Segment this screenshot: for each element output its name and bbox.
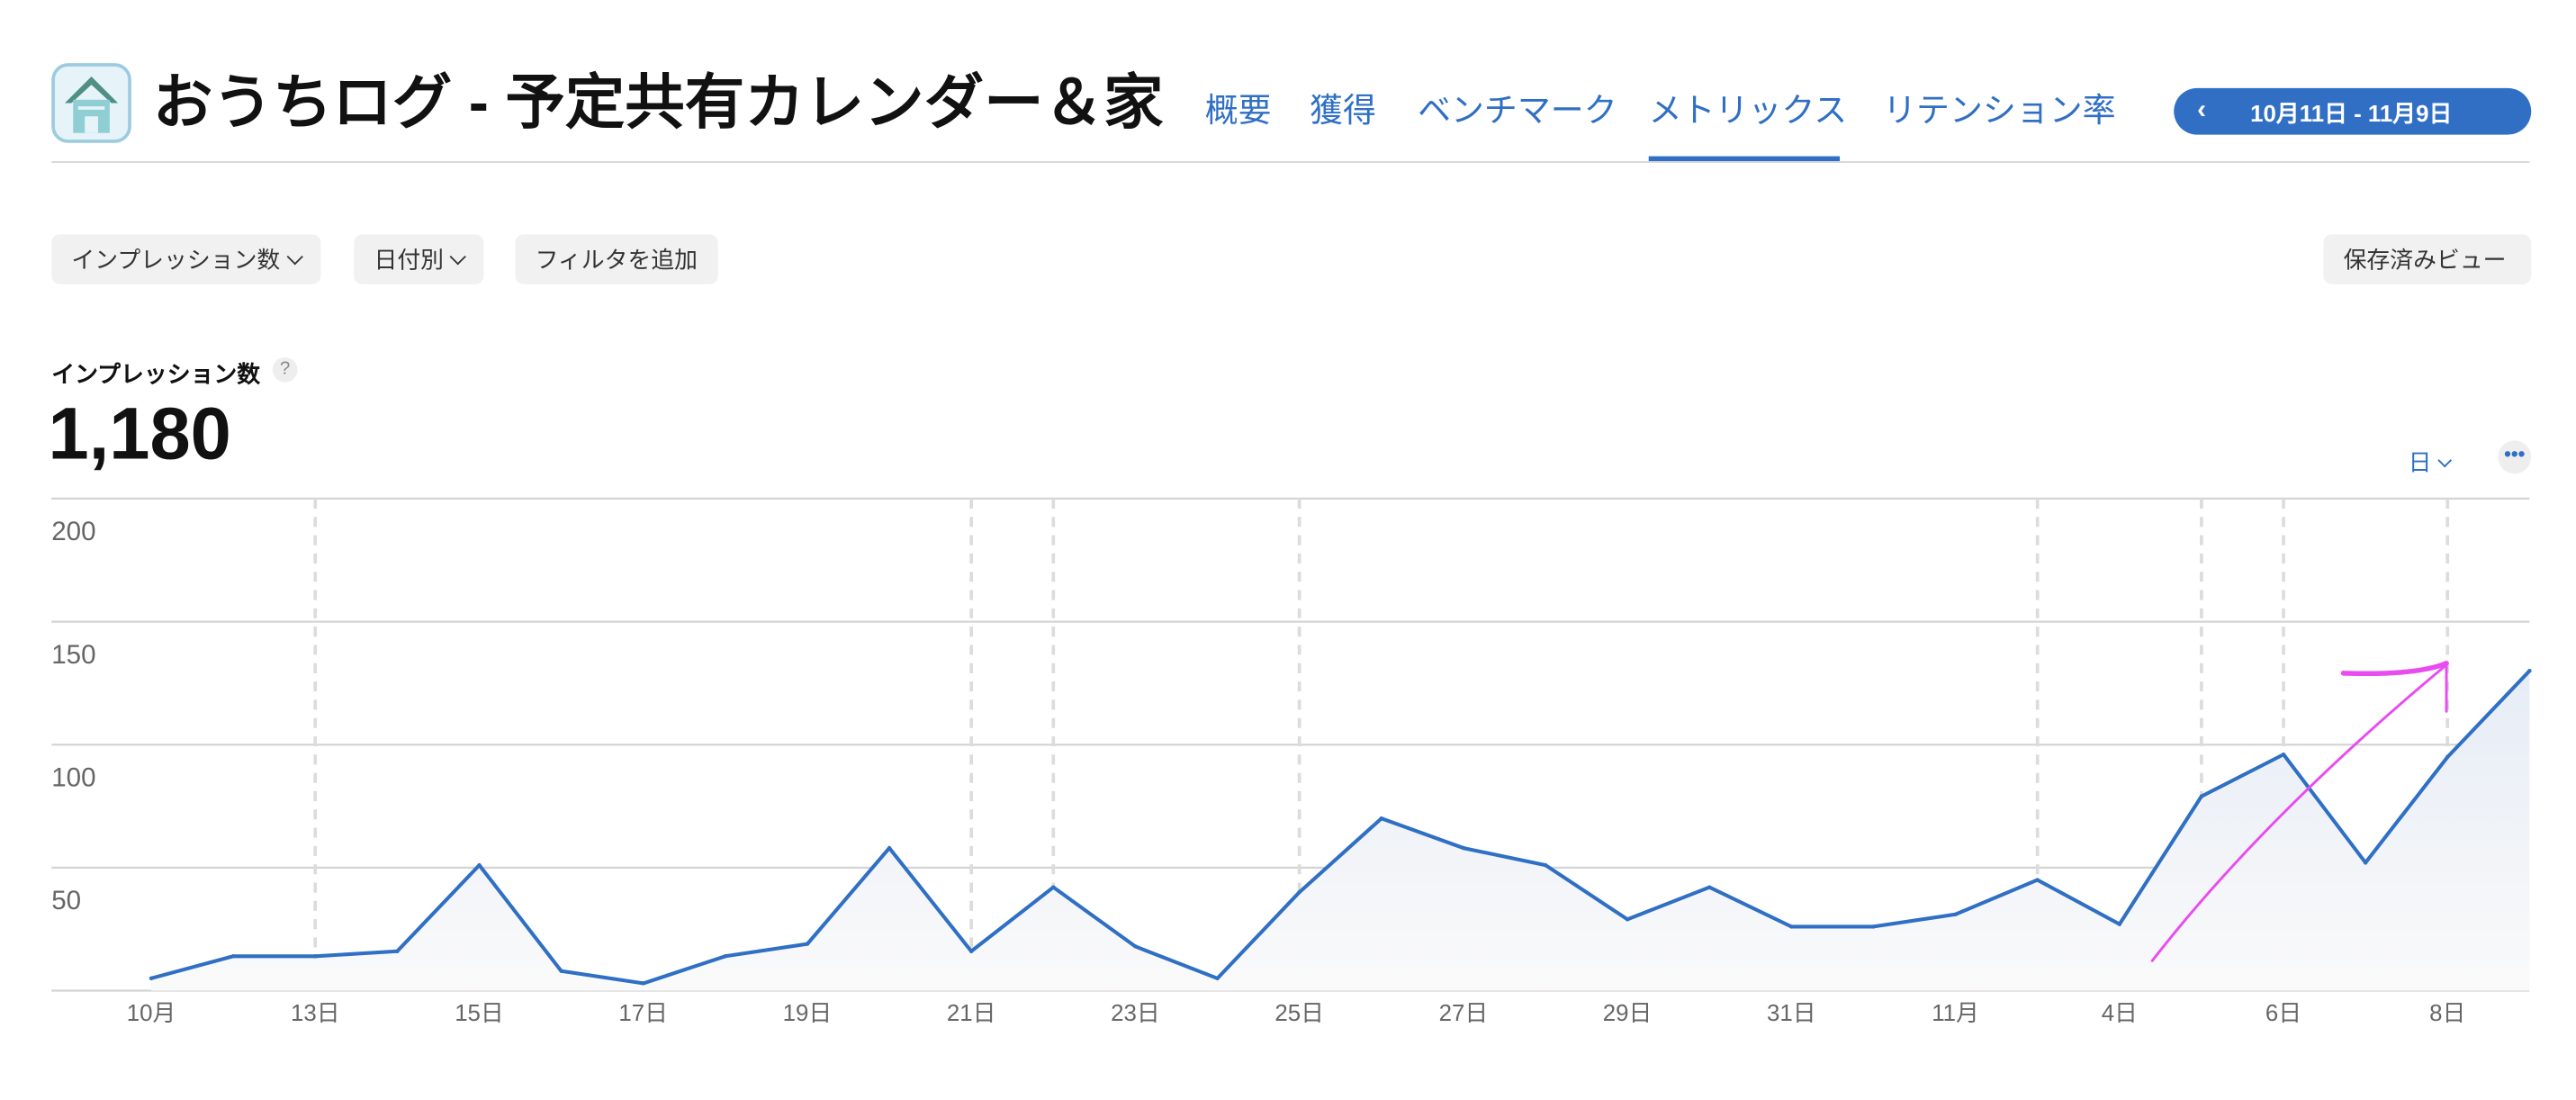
metric-select-label: インプレッション数 [71,246,281,273]
metric-total: 1,180 [48,393,231,476]
x-tick-label: 31日 [1767,1001,1816,1026]
x-tick-label: 23日 [1111,1001,1160,1026]
x-tick-label: 19日 [783,1001,833,1026]
chevron-down-icon [285,248,303,266]
granularity-select[interactable]: 日 [2408,446,2453,479]
data-point [2199,794,2204,798]
x-tick-label: 6日 [2265,1001,2301,1026]
group-by-label: 日付別 [374,246,445,273]
x-tick-label: 29日 [1603,1001,1653,1026]
help-icon[interactable]: ? [272,356,298,383]
more-options-icon[interactable]: ••• [2498,440,2532,474]
tab-retention[interactable]: リテンション率 [1883,93,2116,131]
x-tick-label: 8日 [2429,1001,2465,1026]
chevron-down-icon [449,248,466,266]
data-point [395,949,400,954]
date-range-button[interactable]: ‹ 10月11日 - 11月9日 [2174,87,2532,135]
data-point [1051,885,1056,889]
x-tick-label: 27日 [1439,1001,1489,1026]
x-tick-label: 17日 [618,1001,668,1026]
data-point [230,954,236,959]
metric-label: インプレッション数 [51,360,261,388]
x-tick-label: 13日 [291,1001,340,1026]
chevron-down-icon [2437,453,2453,468]
data-point [968,949,974,954]
data-point [1297,889,1302,895]
data-point [2445,754,2450,760]
chevron-left-icon[interactable]: ‹ [2197,96,2206,125]
x-tick-label: 21日 [947,1001,996,1026]
metric-select[interactable]: インプレッション数 [51,234,320,284]
date-range-label: 10月11日 - 11月9日 [2250,99,2453,127]
tab-metrics[interactable]: メトリックス [1648,93,1848,131]
x-tick-label: 25日 [1274,1001,1324,1026]
y-tick-label: 200 [51,517,95,546]
y-tick-label: 100 [51,762,95,792]
x-tick-label: 10月 [127,1001,176,1026]
data-point [1461,845,1466,851]
data-point [1133,944,1138,949]
tab-acquisition[interactable]: 獲得 [1310,93,1376,131]
active-tab-indicator [1648,156,1841,162]
data-point [887,845,892,851]
house-app-icon [51,63,131,143]
data-point [1379,816,1383,821]
data-point [2035,878,2040,882]
x-tick-label: 4日 [2102,1001,2138,1026]
annotation-arrow [2150,660,2449,962]
tab-overview[interactable]: 概要 [1204,93,1272,131]
y-tick-label: 150 [51,640,95,670]
tab-benchmark[interactable]: ベンチマーク [1418,93,1617,131]
data-point [1707,885,1712,889]
x-tick-label: 11月 [1932,1001,1979,1026]
data-point [2117,922,2122,926]
data-point [149,976,154,981]
data-point [2363,861,2368,865]
add-filter-button[interactable]: フィルタを追加 [515,234,718,284]
impressions-chart: 200 150 100 50 10月 13日 15日 17日 19日 21日 23日 25日 27日 2… [51,497,2532,1026]
x-tick-label: 15日 [455,1001,504,1026]
series-line [150,669,2531,986]
data-point [1215,976,1220,981]
series-area [151,671,2530,991]
data-point [641,981,645,986]
app-title: おうちログ - 予定共有カレンダー＆家 [152,68,1164,137]
y-tick-label: 50 [51,886,81,915]
data-point [805,942,810,946]
data-point [1543,862,1548,868]
data-point [477,862,482,868]
data-point [313,954,318,959]
group-by-select[interactable]: 日付別 [354,234,484,284]
data-point [1789,924,1794,929]
granularity-label: 日 [2408,448,2432,476]
data-point [2527,669,2532,673]
header-divider [51,161,2530,163]
data-point [1871,924,1876,929]
data-point [723,954,728,959]
saved-views-button[interactable]: 保存済みビュー [2323,234,2532,284]
data-point [2281,752,2286,757]
data-point [1625,917,1630,922]
data-point [1953,912,1958,917]
data-point [559,969,563,973]
